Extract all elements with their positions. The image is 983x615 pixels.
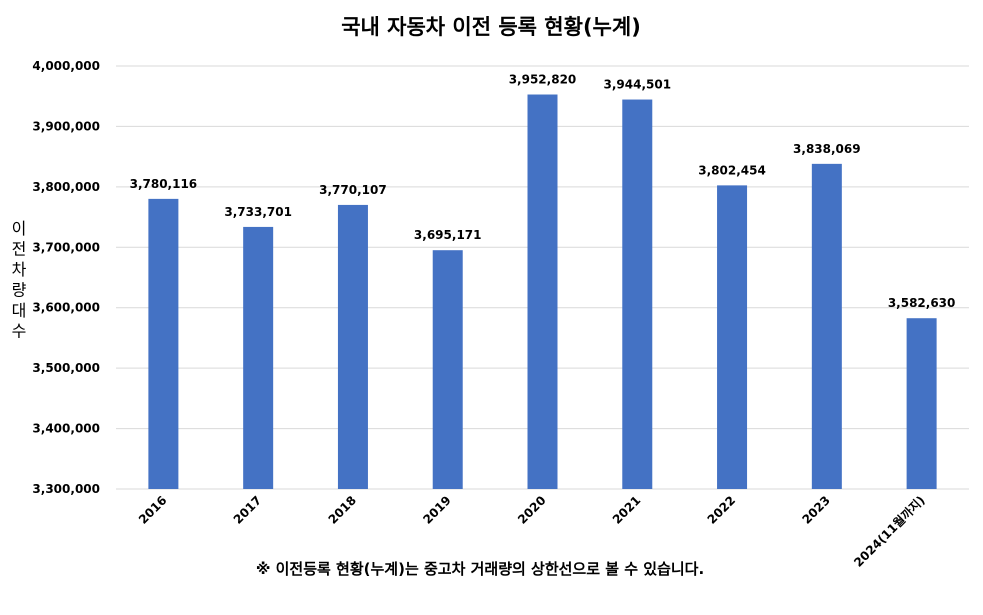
chart-title: 국내 자동차 이전 등록 현황(누계) <box>341 15 641 39</box>
x-tick-label: 2017 <box>231 493 265 527</box>
data-label: 3,582,630 <box>888 296 956 310</box>
x-axis-ticks: 2016 2017 2018 2019 2020 2021 2022 2023 2024(11월… <box>136 493 928 570</box>
y-tick-label: 3,500,000 <box>32 361 100 375</box>
x-tick-label: 2021 <box>610 493 644 527</box>
data-label: 3,780,116 <box>130 177 198 191</box>
x-tick-label: 2019 <box>420 493 454 527</box>
x-tick-label: 2022 <box>705 493 739 527</box>
bar <box>337 204 368 489</box>
y-axis-ticks: 3,300,000 3,400,000 3,500,000 3,600,000 3,70… <box>32 59 100 496</box>
y-tick-label: 3,900,000 <box>32 119 100 133</box>
y-tick-label: 4,000,000 <box>32 59 100 73</box>
y-tick-label: 3,700,000 <box>32 240 100 254</box>
data-label: 3,838,069 <box>793 142 861 156</box>
data-label: 3,802,454 <box>698 163 766 177</box>
bar <box>148 198 179 490</box>
bar <box>527 94 558 490</box>
bars <box>148 94 937 490</box>
bar <box>622 99 653 489</box>
data-label: 3,944,501 <box>603 78 671 92</box>
y-tick-label: 3,600,000 <box>32 301 100 315</box>
data-labels: 3,780,116 3,733,701 3,770,107 3,695,171 3,95… <box>130 73 956 311</box>
data-label: 3,733,701 <box>224 205 292 219</box>
data-label: 3,770,107 <box>319 183 387 197</box>
x-tick-label: 2016 <box>136 493 170 527</box>
y-tick-label: 3,300,000 <box>32 482 100 496</box>
x-tick-label: 2023 <box>799 493 833 527</box>
y-tick-label: 3,800,000 <box>32 180 100 194</box>
data-label: 3,952,820 <box>509 73 577 87</box>
bar <box>432 250 463 489</box>
bar <box>717 185 748 490</box>
x-tick-label: 2024(11월까지) <box>851 493 928 570</box>
footnote: ※ 이전등록 현황(누계)는 중고차 거래량의 상한선으로 볼 수 있습니다. <box>256 560 704 578</box>
bar <box>906 318 937 489</box>
y-tick-label: 3,400,000 <box>32 422 100 436</box>
bar <box>243 226 274 489</box>
x-tick-label: 2018 <box>326 493 360 527</box>
bar <box>811 163 842 489</box>
data-label: 3,695,171 <box>414 228 482 242</box>
x-tick-label: 2020 <box>515 493 549 527</box>
